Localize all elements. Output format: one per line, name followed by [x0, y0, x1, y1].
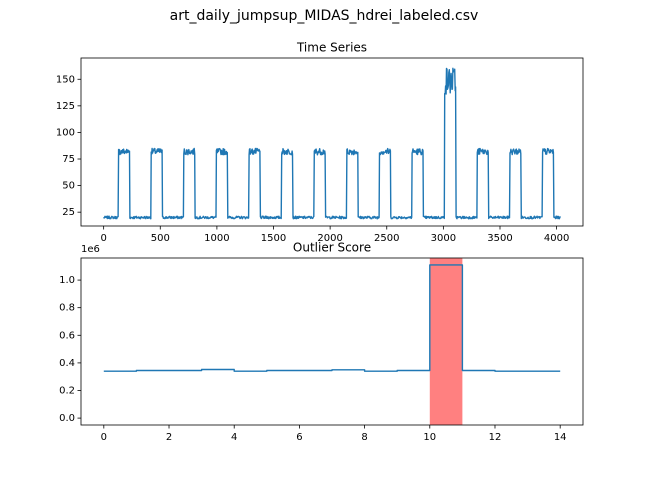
x-tick-label: 2	[166, 432, 172, 443]
y-tick-label: 1.0	[59, 275, 75, 286]
series-line-1	[103, 67, 561, 220]
x-tick-label: 1000	[204, 233, 229, 244]
y-tick-label: 0.4	[59, 358, 75, 369]
y-tick-label: 0.6	[59, 330, 75, 341]
y-tick-label: 25	[62, 207, 75, 218]
x-tick-label: 3000	[431, 233, 456, 244]
x-tick-label: 1500	[261, 233, 286, 244]
x-tick-label: 3500	[487, 233, 512, 244]
x-tick-label: 4000	[544, 233, 569, 244]
figure-title: art_daily_jumpsup_MIDAS_hdrei_labeled.cs…	[169, 8, 479, 24]
x-tick-label: 0	[101, 432, 107, 443]
x-tick-label: 4	[231, 432, 237, 443]
x-tick-label: 14	[554, 432, 567, 443]
y-scale-offset-label: 1e6	[81, 244, 100, 255]
x-tick-label: 0	[100, 233, 106, 244]
subplot-title-2: Outlier Score	[293, 241, 371, 255]
y-tick-label: 125	[56, 101, 75, 112]
y-tick-label: 150	[56, 74, 75, 85]
x-tick-label: 10	[423, 432, 436, 443]
plot-frame-2	[80, 257, 584, 426]
x-tick-label: 6	[296, 432, 302, 443]
y-tick-label: 75	[62, 154, 75, 165]
series-line-2	[103, 264, 561, 372]
plot-frame-1	[80, 57, 584, 227]
y-tick-label: 0.0	[59, 413, 75, 424]
y-tick-label: 0.8	[59, 303, 75, 314]
x-tick-label: 500	[151, 233, 170, 244]
x-tick-label: 8	[361, 432, 367, 443]
anomaly-highlight-band	[429, 258, 463, 425]
y-tick-label: 0.2	[59, 385, 75, 396]
x-tick-label: 2000	[317, 233, 342, 244]
x-tick-label: 2500	[374, 233, 399, 244]
x-tick-label: 12	[489, 432, 502, 443]
y-tick-label: 100	[56, 127, 75, 138]
y-tick-label: 50	[62, 181, 75, 192]
subplot-title-1: Time Series	[296, 41, 367, 55]
